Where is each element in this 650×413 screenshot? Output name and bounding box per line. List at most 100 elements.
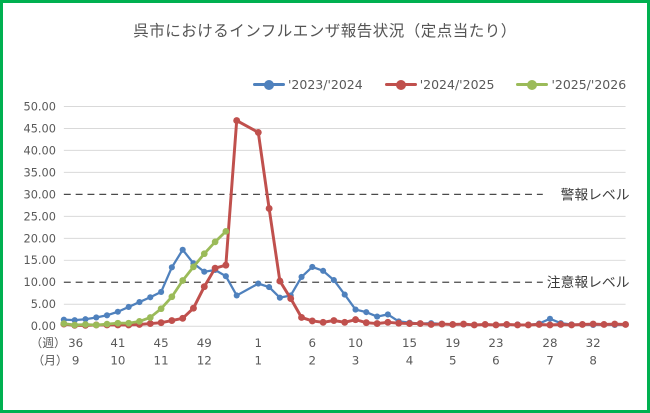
y-tick-label: 40.00 [24, 143, 56, 157]
month-tick-label: 10 [110, 354, 125, 368]
data-point [276, 294, 283, 301]
data-point [363, 309, 370, 316]
data-point [190, 263, 197, 271]
data-point [71, 321, 79, 329]
data-point [308, 317, 316, 325]
data-point [427, 321, 435, 328]
y-tick-label: 0.00 [31, 319, 56, 333]
chart-title: 呉市におけるインフルエンザ報告状況（定点当たり） [133, 22, 517, 40]
caution-level-label: 注意報レベル [547, 274, 630, 291]
data-point [449, 321, 457, 328]
data-point [622, 321, 630, 328]
month-tick-label: 4 [406, 354, 414, 368]
week-axis-prefix: （週） [30, 336, 65, 350]
data-point [201, 268, 208, 275]
data-point [438, 320, 446, 328]
data-point [136, 318, 143, 325]
y-tick-label: 50.00 [24, 99, 56, 113]
y-tick-label: 20.00 [24, 231, 56, 245]
week-tick-label: 28 [542, 336, 557, 350]
influenza-line-chart: 0.00 5.00 10.00 15.00 20.00 25.00 30.00 35.00 40… [24, 99, 630, 368]
data-point [189, 304, 197, 312]
data-point [492, 321, 500, 329]
y-tick-label: 10.00 [24, 275, 56, 289]
data-point [546, 321, 554, 329]
data-point [611, 320, 619, 328]
month-tick-label: 5 [449, 354, 457, 368]
data-point [298, 273, 305, 281]
data-point [82, 316, 89, 323]
data-point [146, 314, 154, 321]
data-point [514, 321, 522, 329]
week-tick-label: 45 [154, 336, 169, 350]
data-point [276, 277, 284, 285]
data-point [211, 238, 219, 246]
legend-label: '2025/'2026 [551, 77, 627, 92]
data-point [535, 321, 543, 328]
data-point [341, 318, 349, 326]
data-point [114, 308, 121, 315]
legend-marker-icon [516, 79, 549, 90]
data-point [222, 273, 229, 280]
legend-item-3: '2025/'2026 [516, 77, 626, 92]
month-tick-label: 2 [309, 354, 317, 368]
data-point [546, 315, 554, 322]
legend-marker-icon [384, 79, 417, 90]
legend-item-1: '2023/'2024 [253, 77, 363, 92]
data-point [114, 319, 122, 327]
data-point [460, 320, 468, 328]
month-tick-label: 8 [589, 354, 597, 368]
data-point [309, 263, 316, 270]
week-tick-label: 32 [586, 336, 601, 350]
data-point [158, 288, 165, 295]
data-point [103, 320, 111, 328]
data-point [362, 319, 370, 327]
data-point [200, 250, 208, 258]
month-tick-label: 1 [255, 354, 263, 368]
data-point [265, 205, 273, 212]
data-point [406, 320, 414, 328]
data-point [524, 321, 532, 329]
legend-label: '2024/'2025 [419, 77, 495, 92]
month-tick-label: 9 [72, 354, 80, 368]
data-point [319, 318, 327, 326]
month-tick-label: 6 [492, 354, 500, 368]
data-point [179, 246, 186, 253]
legend: '2023/'2024 '2024/'2025 '2025/'2026 [253, 77, 626, 92]
data-point [233, 292, 240, 299]
y-tick-label: 25.00 [24, 209, 56, 223]
series-line-1 [63, 248, 626, 327]
week-tick-label: 1 [255, 336, 263, 350]
data-point [125, 303, 132, 310]
data-point [578, 321, 586, 328]
data-point [266, 284, 273, 291]
data-point [470, 321, 478, 329]
data-point [557, 321, 565, 328]
data-point [125, 319, 133, 327]
data-point [146, 320, 154, 328]
legend-marker-icon [253, 79, 285, 90]
data-point [330, 317, 338, 324]
month-axis-prefix: （月） [32, 354, 67, 368]
week-tick-label: 23 [488, 336, 503, 350]
data-point [384, 311, 391, 318]
data-point [589, 320, 597, 328]
series-line-2 [63, 119, 626, 327]
data-point [416, 320, 424, 328]
y-tick-label: 5.00 [31, 297, 56, 311]
data-point [330, 277, 337, 284]
data-point [222, 261, 230, 269]
data-point [168, 317, 176, 324]
data-point [200, 283, 208, 291]
series-line-3 [63, 230, 227, 327]
week-tick-label: 41 [110, 336, 125, 350]
data-point [298, 314, 305, 321]
y-tick-label: 15.00 [24, 253, 56, 267]
data-point [568, 321, 576, 329]
data-point [103, 312, 111, 319]
data-point [71, 317, 78, 324]
week-tick-label: 49 [197, 336, 212, 350]
data-point [93, 314, 100, 321]
data-point [147, 294, 154, 301]
y-tick-label: 35.00 [24, 165, 56, 179]
